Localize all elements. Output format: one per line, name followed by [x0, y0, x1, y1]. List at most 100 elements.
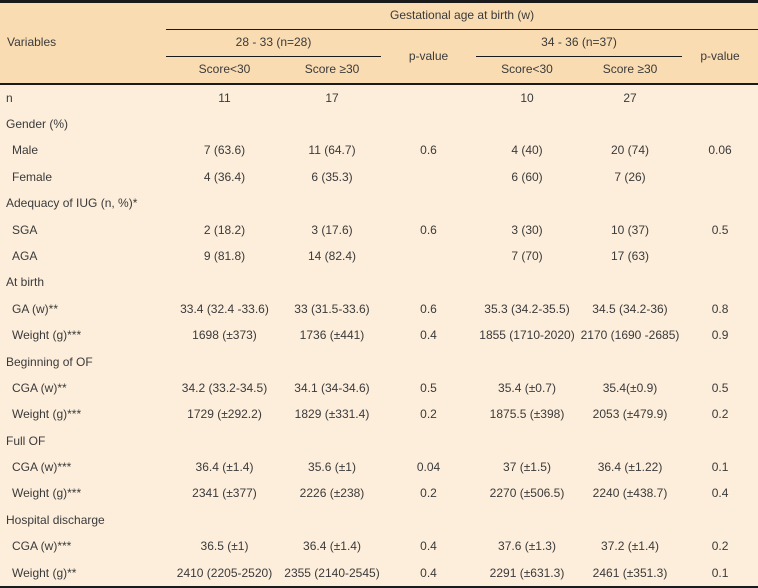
cell: 2341 (±377)	[192, 486, 257, 501]
p-value-header-2: p-value	[700, 48, 740, 63]
cell: 36.5 (±1)	[200, 539, 249, 554]
cell	[283, 507, 381, 533]
cell	[166, 349, 283, 375]
table-row: GA (w)** 33.4 (32.4 -33.6) 33 (31.5-33.6) 0…	[0, 296, 758, 322]
cell	[381, 111, 476, 137]
row-label: GA (w)**	[12, 301, 59, 316]
row-label: Hospital discharge	[6, 512, 105, 527]
cell	[682, 84, 758, 111]
cell: 0.6	[420, 143, 437, 158]
cell: 6 (35.3)	[311, 169, 353, 184]
cell	[166, 111, 283, 137]
cell	[682, 191, 758, 217]
row-label: Weight (g)**	[12, 565, 77, 580]
cell	[166, 507, 283, 533]
cell: 2226 (±238)	[299, 486, 365, 501]
cell: 0.5	[711, 222, 729, 237]
cell	[578, 191, 682, 217]
cell: 0.4	[420, 565, 437, 580]
row-label: CGA (w)***	[12, 539, 72, 554]
cell: 7 (63.6)	[203, 143, 246, 158]
header-row-scores: Score<30 Score ≥30 Score<30 Score ≥30	[0, 57, 758, 85]
cell: 0.04	[416, 460, 441, 475]
cell	[476, 428, 578, 454]
table-row: Weight (g)*** 1729 (±292.2) 1829 (±331.4) 0…	[0, 402, 758, 428]
cell	[381, 428, 476, 454]
cell: 33.4 (32.4 -33.6)	[180, 301, 269, 316]
cell: 7 (70)	[511, 248, 543, 263]
score-lt30-header-1: Score<30	[198, 62, 251, 77]
cell: 35.3 (34.2-35.5)	[484, 301, 570, 316]
section-row: Beginning of OF	[0, 349, 758, 375]
cell: 37 (±1.5)	[503, 460, 551, 475]
cell	[381, 270, 476, 296]
cell: 1729 (±292.2)	[187, 407, 262, 422]
cell	[682, 111, 758, 137]
cell: 2410 (2205-2520)	[176, 565, 273, 580]
cell	[381, 164, 476, 190]
cell: 0.1	[711, 565, 729, 580]
cell: 2291 (±631.3)	[489, 565, 565, 580]
cell: 27	[623, 90, 637, 105]
row-label: AGA	[12, 248, 38, 263]
cell: 1736 (±441)	[299, 328, 365, 343]
cell	[283, 270, 381, 296]
variables-column-header: Variables	[7, 35, 57, 50]
cell: 2240 (±438.7)	[592, 486, 668, 501]
cell: 37.6 (±1.3)	[498, 539, 556, 554]
cell: 0.2	[420, 407, 437, 422]
row-label: Gender (%)	[6, 116, 69, 131]
group-28-33-header: 28 - 33 (n=28)	[166, 29, 381, 57]
cell	[578, 428, 682, 454]
cell: 0.5	[420, 380, 437, 395]
table-row: Male 7 (63.6) 11 (64.7) 0.6 4 (40) 20 (74) 0.0…	[0, 138, 758, 164]
cell: 4 (40)	[511, 143, 543, 158]
cell: 0.6	[420, 222, 437, 237]
cell: 0.1	[711, 460, 729, 475]
cell: 34.2 (33.2-34.5)	[181, 380, 268, 395]
cell: 2355 (2140-2545)	[284, 565, 380, 580]
cell: 2170 (1690 -2685)	[580, 328, 680, 343]
row-label: Female	[12, 169, 53, 184]
row-label: Full OF	[6, 433, 46, 448]
section-row: Gender (%)	[0, 111, 758, 137]
cell: 36.4 (±1.22)	[597, 460, 663, 475]
cell: 0.2	[711, 539, 729, 554]
row-label: Adequacy of IUG (n, %)*	[6, 196, 138, 211]
section-row: At birth	[0, 270, 758, 296]
section-row: n 11 17 10 27	[0, 84, 758, 111]
p-value-header-1: p-value	[408, 48, 449, 63]
cell: 9 (81.8)	[203, 248, 246, 263]
cell: 1829 (±331.4)	[294, 407, 370, 422]
gestational-age-group-header: Gestational age at birth (w)	[166, 1, 758, 30]
cell: 11	[218, 90, 231, 105]
score-gte30-header-1: Score ≥30	[304, 62, 360, 77]
score-lt30-header-2: Score<30	[501, 62, 553, 77]
table-row: CGA (w)*** 36.4 (±1.4) 35.6 (±1) 0.04 37 (±1…	[0, 454, 758, 480]
cell: 3 (30)	[511, 222, 543, 237]
cell: 2270 (±506.5)	[489, 486, 565, 501]
cell	[283, 111, 381, 137]
cell: 0.4	[420, 328, 437, 343]
section-row: Full OF	[0, 428, 758, 454]
cell: 1698 (±373)	[192, 328, 257, 343]
row-label: CGA (w)***	[12, 460, 72, 475]
cell: 10 (37)	[610, 222, 650, 237]
cell	[682, 164, 758, 190]
cell	[578, 507, 682, 533]
row-label: Male	[12, 143, 39, 158]
cell: 1855 (1710-2020)	[479, 328, 575, 343]
cell	[682, 349, 758, 375]
cell: 17	[325, 90, 339, 105]
cell	[166, 270, 283, 296]
cell: 35.6 (±1)	[308, 460, 356, 475]
table-row: Weight (g)** 2410 (2205-2520) 2355 (2140-2…	[0, 560, 758, 588]
cell: 20 (74)	[610, 143, 650, 158]
cell	[381, 507, 476, 533]
cell: 2 (18.2)	[203, 222, 246, 237]
table-row: CGA (w)** 34.2 (33.2-34.5) 34.1 (34-34.6) 0…	[0, 375, 758, 401]
cell: 11 (64.7)	[308, 143, 356, 158]
row-label: At birth	[6, 275, 45, 290]
cell	[682, 270, 758, 296]
